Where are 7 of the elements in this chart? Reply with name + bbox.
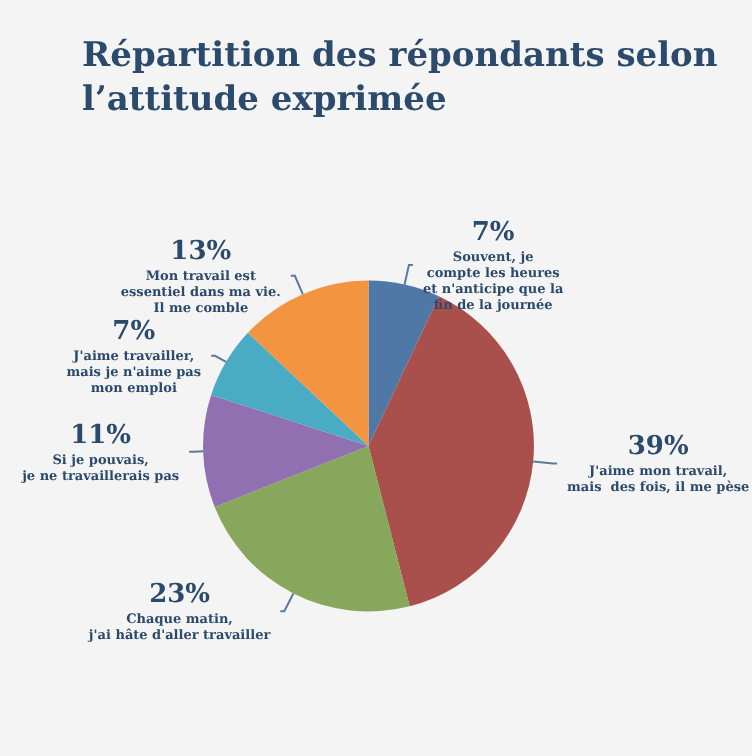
- chart-title: Répartition des répondants selon l’attitude exprimée: [82, 36, 718, 120]
- data-label: 7%: [112, 316, 157, 347]
- data-label: 7%: [471, 218, 516, 249]
- data-label: 13%: [170, 236, 233, 267]
- data-label: 23%: [149, 580, 212, 611]
- data-label: 39%: [627, 432, 690, 463]
- data-label: 11%: [70, 420, 133, 451]
